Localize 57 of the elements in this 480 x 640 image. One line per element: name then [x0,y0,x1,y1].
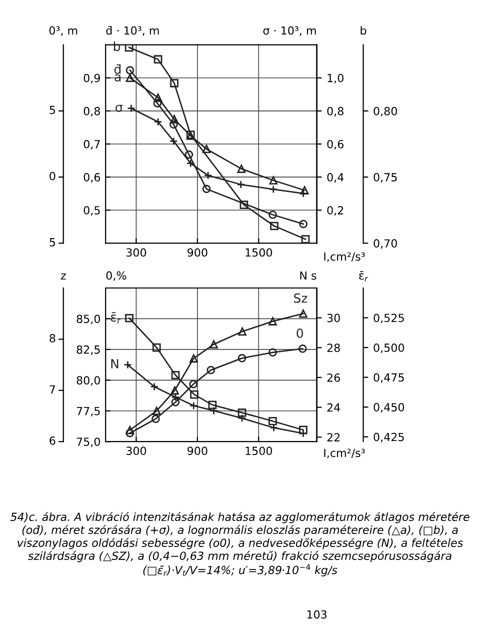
y3-tick-label: 0,80 [374,106,397,116]
y-tick-label: 0,9 [84,74,100,84]
y2-axis-title: σ · 10³, m [263,26,316,36]
y-tick-label: 0,6 [84,173,100,183]
text: 0 [50,172,56,180]
y-tick-label: 85,0 [76,314,100,324]
series-label: Sz [294,293,308,303]
y2-tick-label: 0,4 [327,173,344,183]
text: 7 [50,385,56,394]
y-tick-label: 77,5 [76,407,100,416]
y3-tick-label: 0,75 [374,173,397,183]
text: 6 [50,436,56,445]
y-axis-title: 0,% [106,271,126,281]
text: 103 [307,610,327,619]
text: 8 [50,334,56,342]
x-tick-label: 1500 [246,248,272,257]
y2-tick-label: 30 [327,314,340,322]
y3-tick-label: 0,475 [374,373,404,383]
y3-tick-label: 0,70 [374,239,397,249]
y-tick-label: 82,5 [76,345,100,355]
y2-axis-title: N s [300,271,316,280]
y2-tick-label: 26 [327,373,340,382]
x-tick-label: 900 [188,248,208,257]
y-axis-title: z [60,273,66,280]
y-axis-title: 0³, m [49,26,78,36]
x-tick-label: 300 [126,446,146,456]
text: 5 [50,238,55,246]
series-label: σ [116,104,123,112]
y3-tick-label: 0,450 [374,403,404,413]
y2-tick-label: 0,8 [327,106,344,116]
x-axis-title: I,cm²/s³ [324,252,365,262]
series-label: N [111,359,118,368]
series-label: d̄ [114,64,121,74]
y3-tick-label: 0,525 [374,314,404,324]
y3-tick-label: 0,425 [374,432,404,442]
y2-tick-label: 24 [327,403,340,412]
y-tick-label: 0,7 [84,140,100,150]
y-axis-title: d̄ · 10³, m [106,26,159,36]
y3-axis-title: ε̄$_{r}$ [359,271,368,282]
series-label: 0 [296,328,303,338]
y-tick-label: 0,5 [84,206,100,216]
y-tick-label: 0,8 [84,106,100,116]
text: 5 [50,106,55,114]
text: 54)c. ábra. A vibráció intenzitásának hatása az agglomerátumok átlagos méretére (od̄), méret szórására (+σ), a lognormális eloszlás paramétereire (△a), (□b), a viszonylagos oldódási sebességre (o0), a nedvesedőképességre (N), a feltételes szilárdságra (△SZ), a (0,4−0,63 mm méretű) frakció szemcsepórusosságára (□ε̄$_{r}$)·V$_{t}$/V=14%; u′=3,89·10$^{−4}$ kg/s [10,512,470,576]
y2-tick-label: 0,6 [327,140,344,150]
y2-tick-label: 28 [327,344,340,352]
y-tick-label: 80,0 [76,376,100,386]
y2-tick-label: 22 [327,433,340,442]
y3-axis-title: b [360,26,366,35]
x-tick-label: 900 [188,446,208,456]
y2-tick-label: 1,0 [328,74,344,84]
y3-tick-label: 0,500 [374,344,404,354]
y2-tick-label: 0,2 [327,206,344,216]
x-tick-label: 1500 [246,446,272,456]
y-tick-label: 75,0 [76,438,100,448]
x-tick-label: 300 [126,248,146,257]
x-axis-title: I,cm²/s³ [324,448,365,458]
